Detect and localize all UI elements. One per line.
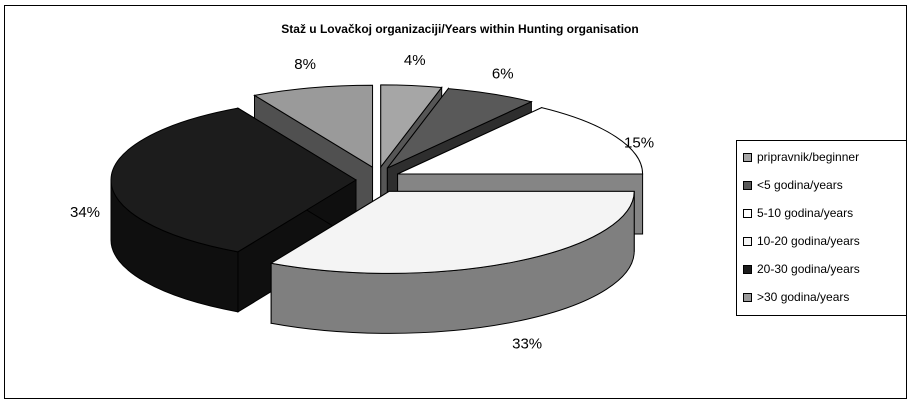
legend-swatch: [743, 293, 752, 302]
data-label: 8%: [294, 56, 316, 73]
legend-label: <5 godina/years: [757, 178, 843, 192]
slice-top: [253, 84, 374, 169]
data-label: 33%: [512, 336, 542, 353]
legend-box: [736, 140, 907, 316]
legend-swatch: [743, 153, 752, 162]
legend-swatch: [743, 237, 752, 246]
data-label: 34%: [70, 204, 100, 221]
slice-top: [386, 88, 533, 169]
legend-label: >30 godina/years: [757, 290, 849, 304]
slice-top: [380, 84, 443, 169]
slice-top: [110, 107, 357, 253]
legend-label: pripravnik/beginner: [757, 150, 859, 164]
data-label: 15%: [624, 135, 654, 152]
legend-label: 10-20 godina/years: [757, 234, 860, 248]
slice: [269, 190, 635, 334]
slice: [110, 107, 357, 313]
legend-swatch: [743, 265, 752, 274]
legend-swatch: [743, 181, 752, 190]
slice-top: [269, 190, 635, 274]
legend-label: 5-10 godina/years: [757, 206, 853, 220]
data-label: 4%: [404, 52, 426, 69]
data-label: 6%: [492, 66, 514, 83]
legend-label: 20-30 godina/years: [757, 262, 860, 276]
chart-title: Staž u Lovačkoj organizaciji/Years withi…: [281, 22, 638, 36]
legend-swatch: [743, 209, 752, 218]
slice-top: [397, 107, 644, 175]
